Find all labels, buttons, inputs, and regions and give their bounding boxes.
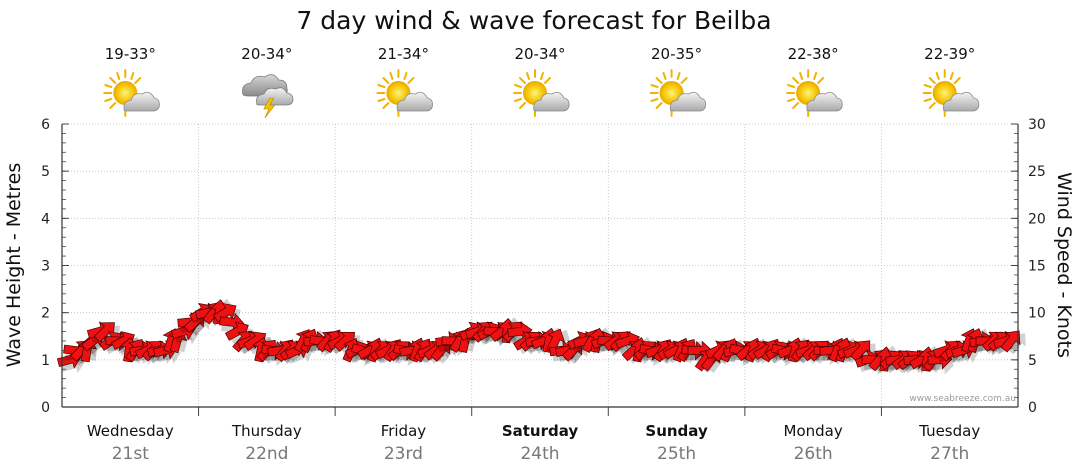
storm-cloud-icon	[242, 74, 294, 118]
right-tick-label: 5	[1028, 353, 1037, 369]
day-name-label: Friday	[381, 422, 427, 440]
wind-arrow	[1000, 330, 1026, 355]
day-name-label: Monday	[784, 422, 843, 440]
day-name-label: Wednesday	[87, 422, 174, 440]
right-axis-label: Wind Speed - Knots	[1053, 172, 1075, 358]
day-date-label: 27th	[930, 444, 969, 464]
right-tick-label: 25	[1028, 164, 1046, 180]
left-tick-label: 4	[41, 211, 50, 227]
chart-title: 7 day wind & wave forecast for Beilba	[296, 6, 771, 35]
day-date-label: 25th	[657, 444, 696, 464]
left-tick-label: 5	[41, 164, 50, 180]
left-tick-label: 2	[41, 306, 50, 322]
credit-text: www.seabreeze.com.au	[909, 394, 1016, 404]
left-tick-label: 0	[41, 400, 50, 416]
temperature-range-label: 20-34°	[241, 45, 292, 63]
temperature-range-label: 20-34°	[514, 45, 565, 63]
temperature-range-label: 21-34°	[378, 45, 429, 63]
chart-axes: 0 1 2 3 4 5 6 0 5 10 15 20 25 30	[41, 117, 1046, 416]
wind-arrow-series	[56, 298, 1026, 375]
daily-weather-icons	[103, 69, 980, 118]
sun-cloud-icon	[513, 69, 570, 117]
day-date-label: 22nd	[245, 444, 288, 464]
day-date-label: 26th	[794, 444, 833, 464]
sun-cloud-icon	[103, 69, 161, 117]
day-name-label: Sunday	[645, 422, 708, 440]
day-date-label: 21st	[112, 444, 149, 464]
day-date-label: 24th	[520, 444, 559, 464]
temperature-range-label: 19-33°	[105, 45, 156, 63]
day-name-label: Saturday	[502, 422, 579, 440]
day-name-label: Thursday	[231, 422, 302, 440]
right-tick-label: 10	[1028, 306, 1046, 322]
sun-cloud-icon	[649, 69, 707, 117]
sun-cloud-icon	[922, 69, 980, 117]
sun-cloud-icon	[376, 69, 434, 117]
left-tick-label: 3	[41, 259, 50, 275]
right-tick-label: 0	[1028, 400, 1037, 416]
left-axis-label: Wave Height - Metres	[3, 163, 25, 367]
sun-cloud-icon	[786, 69, 844, 117]
left-tick-label: 1	[41, 353, 50, 369]
day-labels: Wednesday 21st Thursday 22nd Friday 23rd Satur…	[87, 422, 980, 464]
temperature-range-label: 22-38°	[788, 45, 839, 63]
day-name-label: Tuesday	[918, 422, 980, 440]
right-tick-label: 15	[1028, 259, 1046, 275]
temperature-range-label: 22-39°	[924, 45, 975, 63]
right-tick-label: 30	[1028, 117, 1046, 133]
temperature-range-label: 20-35°	[651, 45, 702, 63]
left-tick-label: 6	[41, 117, 50, 133]
day-date-label: 23rd	[384, 444, 423, 464]
daily-temperatures: 19-33° 20-34° 21-34° 20-34° 20-35° 22-38° 22-3…	[105, 45, 976, 63]
right-tick-label: 20	[1028, 211, 1046, 227]
